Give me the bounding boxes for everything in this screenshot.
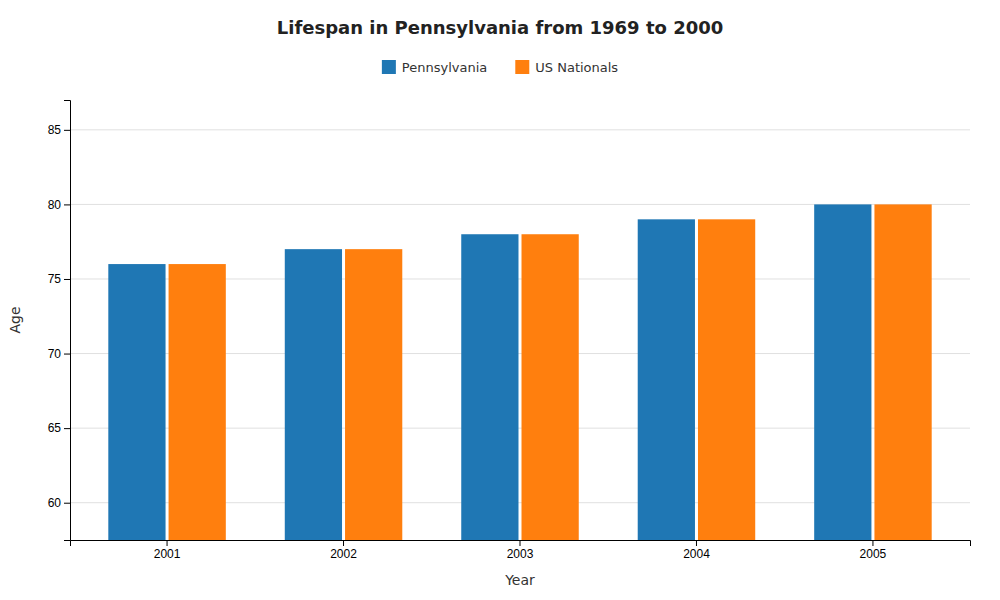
- x-tick: 2005: [860, 540, 887, 561]
- bar: [874, 204, 931, 540]
- y-tick-label: 65: [48, 421, 62, 435]
- x-tick-label: 2003: [507, 547, 534, 561]
- y-tick: 60: [48, 496, 70, 510]
- bar: [285, 249, 342, 540]
- bar: [461, 234, 518, 540]
- bar: [108, 264, 165, 540]
- x-tick-label: 2002: [330, 547, 357, 561]
- y-tick-label: 70: [48, 347, 62, 361]
- chart-title: Lifespan in Pennsylvania from 1969 to 20…: [277, 17, 723, 38]
- grid-line: [70, 129, 970, 130]
- bar: [814, 204, 871, 540]
- x-tick-mark: [167, 540, 168, 546]
- y-tick-label: 75: [48, 272, 62, 286]
- x-tick-mark: [343, 540, 344, 546]
- y-tick-mark: [64, 130, 70, 131]
- bar: [698, 219, 755, 540]
- chart-container: 2001 2002 2003 2004 2005 60 65 70 75 80 85 Year Age L…: [0, 0, 1000, 600]
- x-tick-label: 2005: [860, 547, 887, 561]
- y-tick: 80: [48, 198, 70, 212]
- legend-label: US Nationals: [535, 60, 618, 75]
- legend-item: US Nationals: [515, 60, 618, 75]
- x-tick-mark: [872, 540, 873, 546]
- bars: [108, 204, 931, 540]
- y-axis-line: [64, 101, 71, 541]
- x-tick-label: 2001: [154, 547, 181, 561]
- chart-svg: 2001 2002 2003 2004 2005 60 65 70 75 80 85 Year Age L…: [0, 0, 1000, 600]
- bar: [522, 234, 579, 540]
- bar: [169, 264, 226, 540]
- y-tick-mark: [64, 204, 70, 205]
- bar-series: [169, 204, 932, 540]
- x-axis: 2001 2002 2003 2004 2005: [71, 540, 971, 561]
- y-tick-mark: [64, 354, 70, 355]
- y-tick-mark: [64, 279, 70, 280]
- x-tick: 2003: [507, 540, 534, 561]
- legend-label: Pennsylvania: [402, 60, 487, 75]
- legend-item: Pennsylvania: [382, 60, 487, 75]
- x-axis-title: Year: [504, 572, 535, 588]
- x-tick: 2004: [683, 540, 710, 561]
- y-tick: 70: [48, 347, 70, 361]
- bar: [638, 219, 695, 540]
- x-tick-mark: [520, 540, 521, 546]
- y-axis: 60 65 70 75 80 85: [48, 101, 71, 541]
- legend: Pennsylvania US Nationals: [382, 60, 618, 75]
- legend-swatch: [515, 60, 529, 74]
- x-axis-line: [71, 541, 971, 547]
- x-tick: 2001: [154, 540, 181, 561]
- x-tick: 2002: [330, 540, 357, 561]
- x-tick-label: 2004: [683, 547, 710, 561]
- y-tick-mark: [64, 503, 70, 504]
- x-tick-mark: [696, 540, 697, 546]
- y-tick-label: 85: [48, 123, 62, 137]
- plot-area: 2001 2002 2003 2004 2005 60 65 70 75 80 85: [48, 101, 971, 561]
- y-tick: 85: [48, 123, 70, 137]
- y-tick-label: 80: [48, 198, 62, 212]
- y-tick-label: 60: [48, 496, 62, 510]
- y-tick: 65: [48, 421, 70, 435]
- bar-series: [108, 204, 871, 540]
- y-axis-title: Age: [7, 306, 23, 333]
- legend-swatch: [382, 60, 396, 74]
- y-tick-mark: [64, 428, 70, 429]
- y-tick: 75: [48, 272, 70, 286]
- bar: [345, 249, 402, 540]
